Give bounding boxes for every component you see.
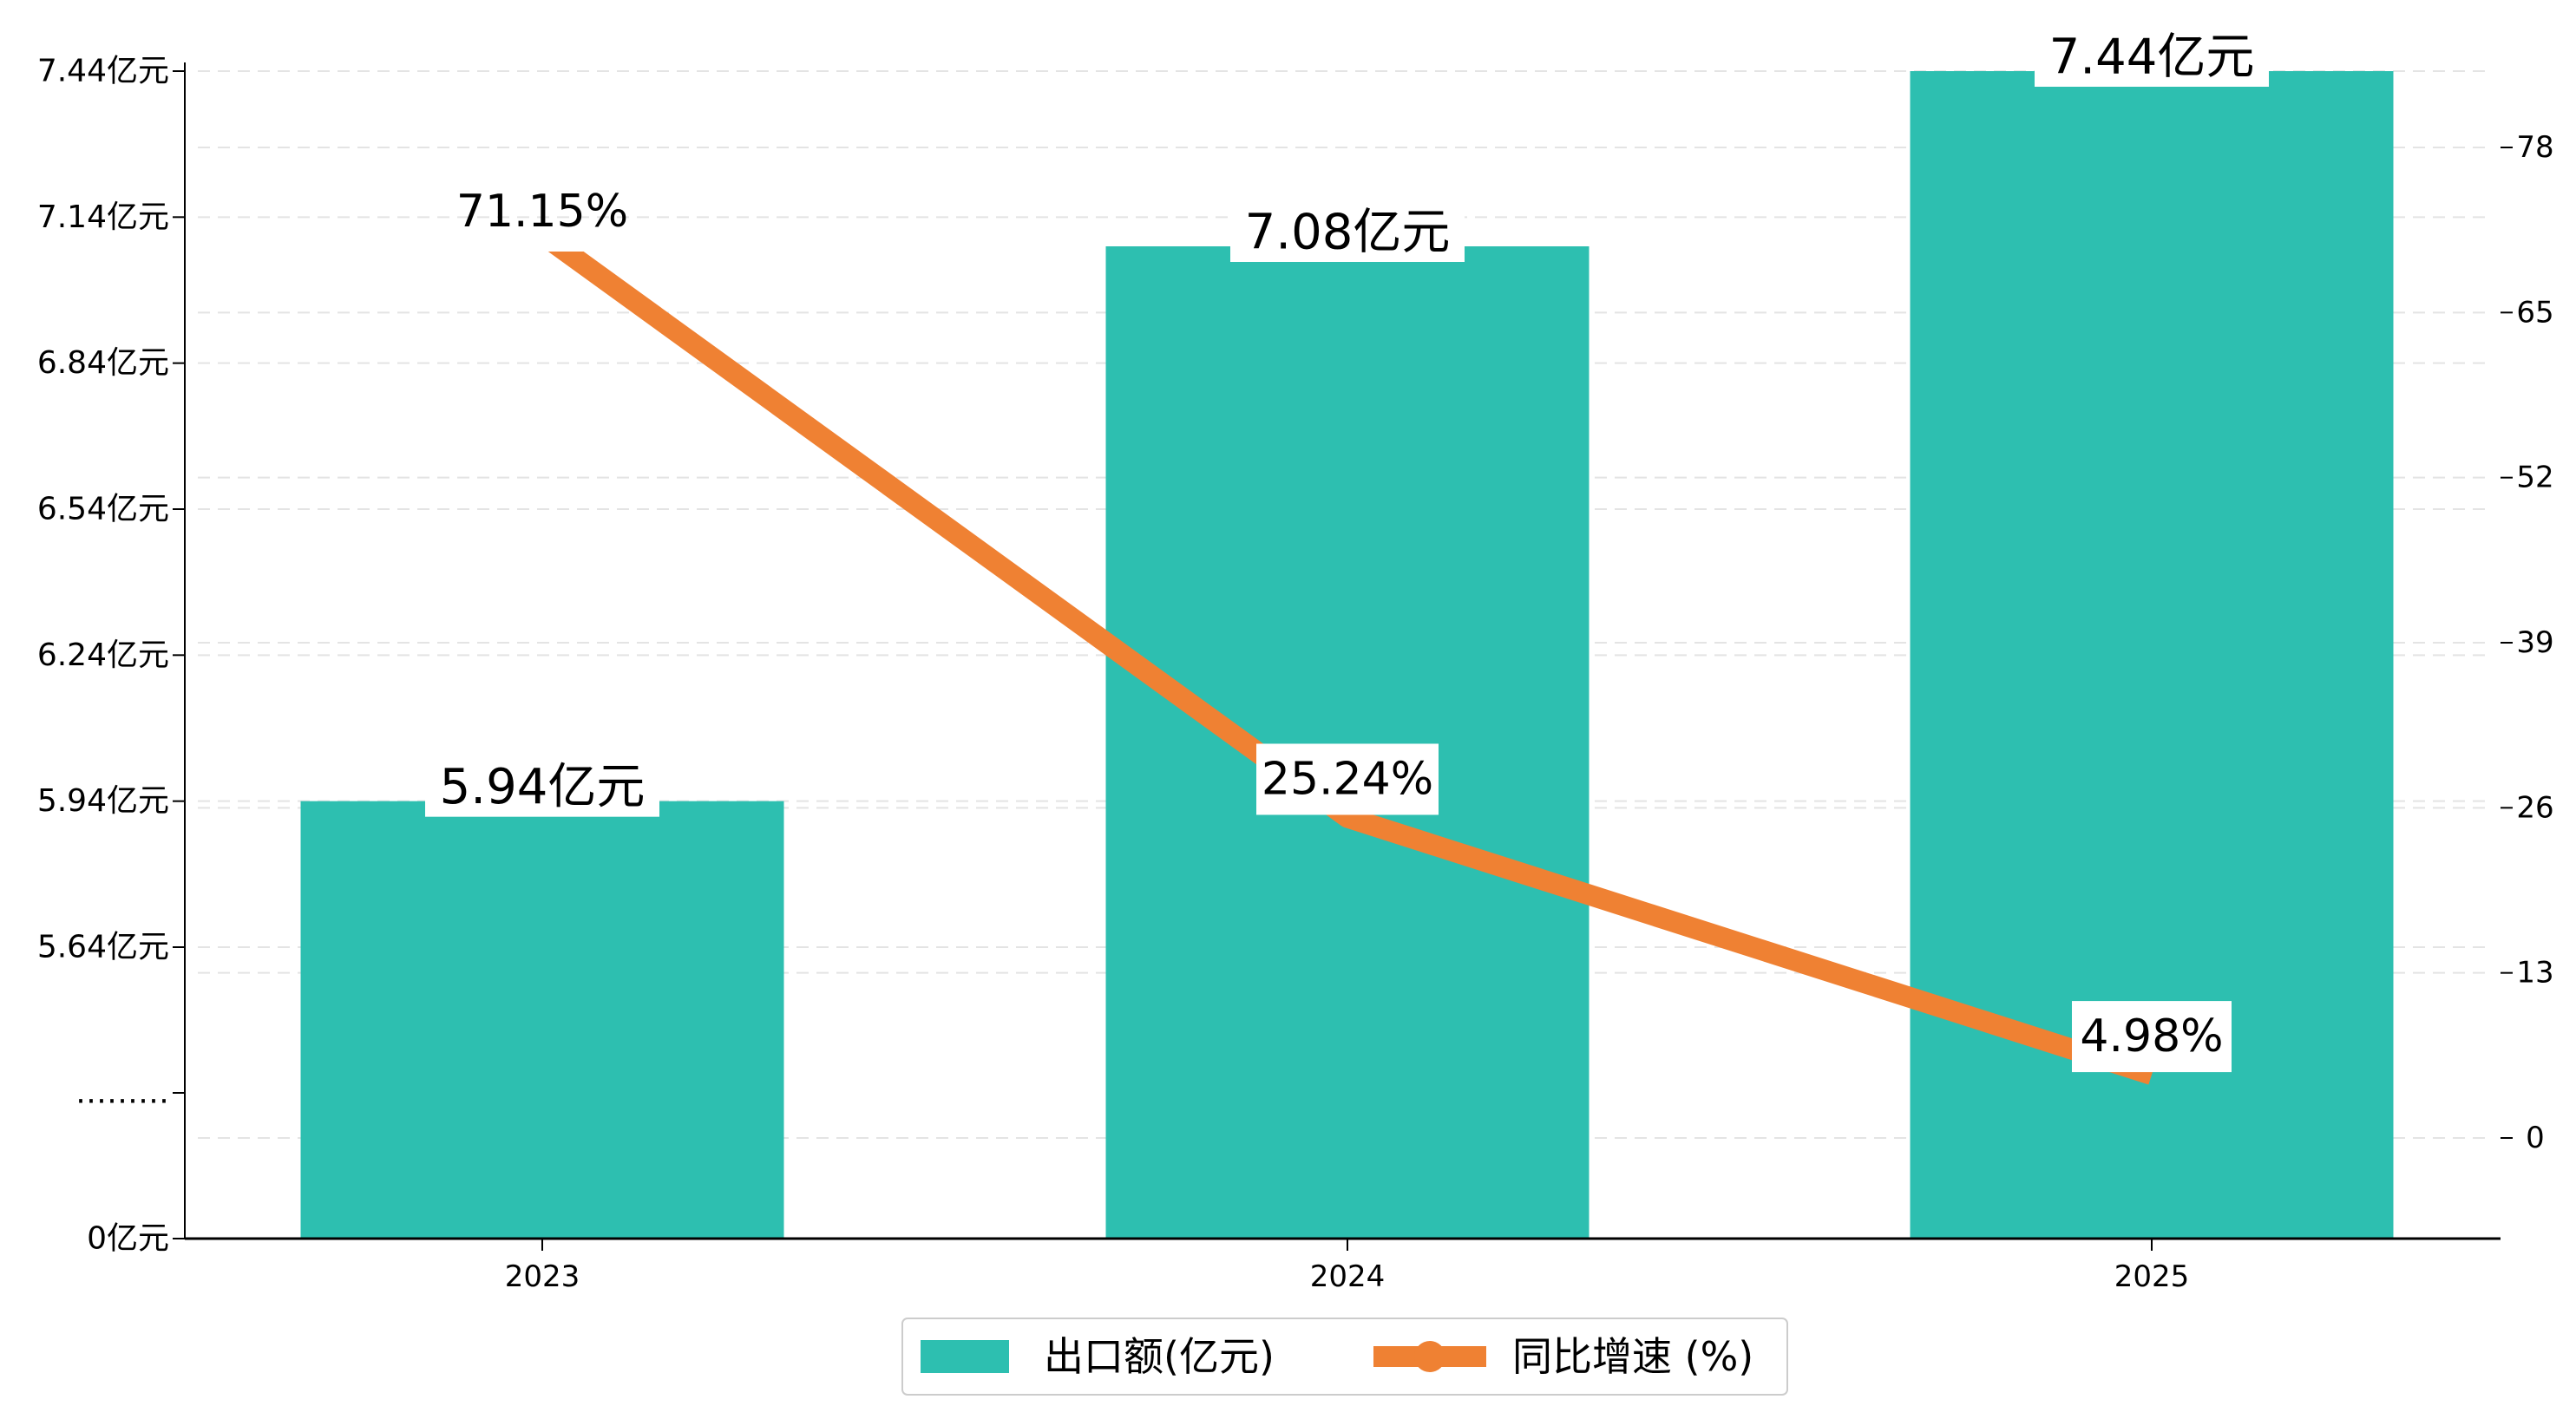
axes: 0亿元 ……… 5.64亿元 5.94亿元 6.24亿元 6.54亿元 6.84亿元 7.14… [37,54,2554,1295]
bar-value-label-box [425,755,659,817]
growth-rate-line [547,252,2155,1085]
x-axis-tick-label: 2025 [2114,1259,2190,1294]
bar-2024 [1105,246,1590,1239]
bar-value-label-box [1230,201,1465,262]
bar-value-label-box [2035,26,2269,87]
left-axis-tick-label: 6.24亿元 [37,638,169,673]
x-axis-tick-label: 2023 [505,1259,580,1294]
left-axis-tick-label: 7.44亿元 [37,54,169,89]
bar-value-label: 7.44亿元 [2049,29,2255,86]
x-axis-tick-label: 2024 [1310,1259,1386,1294]
left-axis-tick-label: 6.84亿元 [37,345,169,381]
left-axis-tick-label: 5.94亿元 [37,783,169,819]
right-axis-tick-label: 52 [2516,461,2553,495]
right-axis-tick-label: 78 [2516,130,2553,165]
bar-value-label: 5.94亿元 [440,759,646,815]
legend-label: 出口额(亿元) [1044,1333,1275,1380]
legend-label: 同比增速 (%) [1512,1333,1753,1380]
data-labels: 5.94亿元 7.08亿元 7.44亿元 71.15% 25.24% 4.98% [425,26,2269,1073]
right-axis-tick-label: 39 [2516,625,2553,660]
legend-swatch-bar [921,1340,1009,1373]
legend-marker [1414,1341,1445,1372]
legend: 出口额(亿元) 同比增速 (%) [901,1318,1788,1396]
right-axis-tick-label: 26 [2516,790,2553,825]
left-axis-tick-label: 0亿元 [87,1221,169,1257]
left-axis-tick-label: 6.54亿元 [37,492,169,527]
bar-series [300,71,2394,1239]
line-value-label-box [1256,743,1439,815]
left-axis-tick-label: 7.14亿元 [37,199,169,235]
line-value-label: 71.15% [456,186,628,238]
bar-value-label: 7.08亿元 [1245,205,1451,261]
line-series [547,252,2155,1085]
left-axis-tick-label: 5.64亿元 [37,930,169,965]
legend-box [901,1318,1788,1396]
line-value-label: 25.24% [1262,753,1433,805]
line-value-label-box [2072,1001,2232,1073]
right-axis-tick-label: 65 [2516,295,2553,330]
right-axis-tick-label: 13 [2516,956,2553,991]
left-axis-tick-label: ……… [75,1076,169,1111]
bar-2023 [300,801,784,1239]
line-value-label: 4.98% [2080,1010,2223,1063]
right-axis-tick-label: 0 [2526,1121,2545,1155]
